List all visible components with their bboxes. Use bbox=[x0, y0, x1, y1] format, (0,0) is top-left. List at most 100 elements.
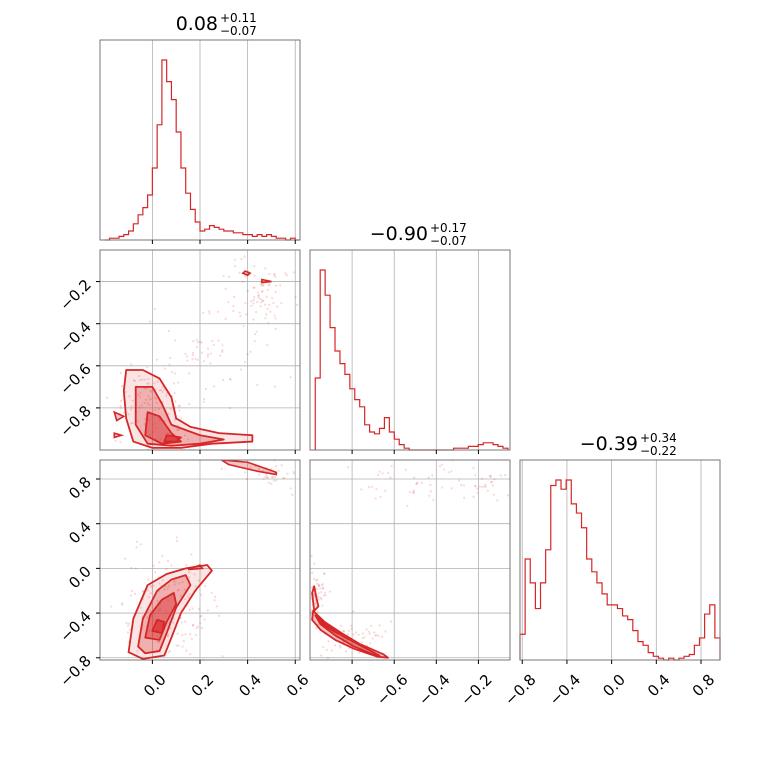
scatter-point bbox=[257, 473, 261, 476]
scatter-point bbox=[153, 307, 156, 311]
scatter-point bbox=[412, 491, 415, 494]
scatter-point bbox=[147, 419, 151, 422]
scatter-point bbox=[267, 284, 270, 287]
scatter-point bbox=[415, 482, 418, 485]
scatter-point bbox=[440, 463, 444, 466]
scatter-point bbox=[259, 298, 262, 301]
scatter-point bbox=[274, 284, 278, 287]
scatter-point bbox=[272, 301, 275, 305]
scatter-point bbox=[149, 433, 152, 436]
scatter-point bbox=[462, 484, 465, 487]
contour-island bbox=[187, 564, 204, 571]
scatter-point bbox=[156, 635, 159, 638]
scatter-point bbox=[176, 589, 179, 592]
scatter-point bbox=[373, 631, 376, 634]
scatter-point bbox=[233, 295, 236, 299]
scatter-point bbox=[316, 578, 319, 581]
scatter-point bbox=[106, 396, 109, 399]
scatter-point bbox=[167, 651, 170, 654]
scatter-point bbox=[166, 587, 169, 590]
scatter-point bbox=[361, 637, 364, 640]
scatter-point bbox=[322, 587, 325, 590]
scatter-point bbox=[272, 479, 276, 482]
scatter-point bbox=[154, 571, 157, 574]
scatter-point bbox=[443, 468, 446, 471]
scatter-point bbox=[209, 352, 213, 355]
scatter-point bbox=[261, 290, 264, 293]
density-plot bbox=[106, 255, 299, 450]
scatter-point bbox=[209, 362, 212, 365]
scatter-point bbox=[173, 419, 176, 422]
scatter-point bbox=[274, 327, 277, 331]
title-minus: −0.07 bbox=[220, 24, 257, 38]
histogram-step bbox=[104, 59, 300, 241]
scatter-point bbox=[143, 401, 146, 405]
scatter-point bbox=[242, 324, 245, 328]
scatter-point bbox=[438, 465, 442, 468]
scatter-point bbox=[381, 472, 384, 475]
scatter-point bbox=[441, 486, 444, 489]
scatter-point bbox=[283, 477, 286, 480]
scatter-point bbox=[187, 571, 191, 574]
scatter-point bbox=[129, 422, 133, 425]
scatter-point bbox=[121, 384, 124, 388]
title-minus: −0.07 bbox=[430, 234, 467, 248]
contour-island bbox=[113, 432, 125, 439]
scatter-point bbox=[378, 624, 381, 627]
scatter-point bbox=[182, 640, 185, 643]
x-tick-label: −0.8 bbox=[501, 671, 539, 709]
scatter-point bbox=[412, 491, 415, 494]
scatter-point bbox=[310, 554, 313, 557]
scatter-point bbox=[167, 412, 170, 416]
scatter-point bbox=[208, 312, 211, 315]
scatter-point bbox=[322, 594, 326, 597]
scatter-point bbox=[143, 423, 146, 426]
scatter-point bbox=[266, 476, 269, 479]
scatter-point bbox=[490, 480, 493, 483]
scatter-point bbox=[412, 489, 415, 492]
scatter-point bbox=[243, 361, 247, 364]
title-median: −0.90 bbox=[370, 223, 428, 245]
scatter-point bbox=[460, 483, 463, 487]
scatter-point bbox=[253, 340, 256, 343]
scatter-point bbox=[431, 474, 434, 477]
scatter-point bbox=[232, 304, 235, 308]
scatter-point bbox=[249, 466, 252, 469]
scatter-point bbox=[180, 700, 182, 702]
scatter-point bbox=[292, 271, 295, 274]
scatter-point bbox=[195, 633, 198, 637]
scatter-point bbox=[186, 355, 189, 358]
scatter-point bbox=[275, 479, 278, 482]
x-tick-label: 0.2 bbox=[188, 671, 218, 701]
scatter-point bbox=[174, 693, 176, 695]
scatter-point bbox=[344, 650, 348, 653]
scatter-point bbox=[240, 257, 243, 261]
scatter-point bbox=[504, 474, 507, 477]
scatter-point bbox=[357, 633, 360, 636]
contour-level bbox=[163, 434, 182, 443]
scatter-point bbox=[233, 258, 236, 261]
scatter-point bbox=[307, 623, 309, 625]
scatter-point bbox=[506, 494, 510, 497]
scatter-point bbox=[204, 388, 207, 391]
scatter-point bbox=[432, 498, 435, 501]
scatter-point bbox=[377, 473, 380, 477]
scatter-point bbox=[156, 599, 159, 602]
scatter-point bbox=[191, 354, 195, 357]
scatter-point bbox=[174, 400, 177, 403]
scatter-point bbox=[176, 632, 179, 635]
scatter-point bbox=[183, 588, 187, 591]
scatter-point bbox=[428, 494, 431, 497]
scatter-point bbox=[206, 347, 210, 350]
scatter-point bbox=[234, 265, 237, 268]
scatter-point bbox=[191, 624, 195, 627]
density-panel: −0.8 −0.6 −0.4 −0.2 bbox=[56, 249, 301, 454]
scatter-point bbox=[280, 464, 283, 467]
scatter-point bbox=[516, 477, 518, 479]
scatter-point bbox=[181, 581, 184, 584]
scatter-point bbox=[491, 484, 494, 487]
scatter-point bbox=[244, 471, 247, 474]
x-tick-label: −0.4 bbox=[415, 671, 453, 709]
scatter-point bbox=[266, 288, 269, 291]
scatter-point bbox=[131, 421, 134, 425]
